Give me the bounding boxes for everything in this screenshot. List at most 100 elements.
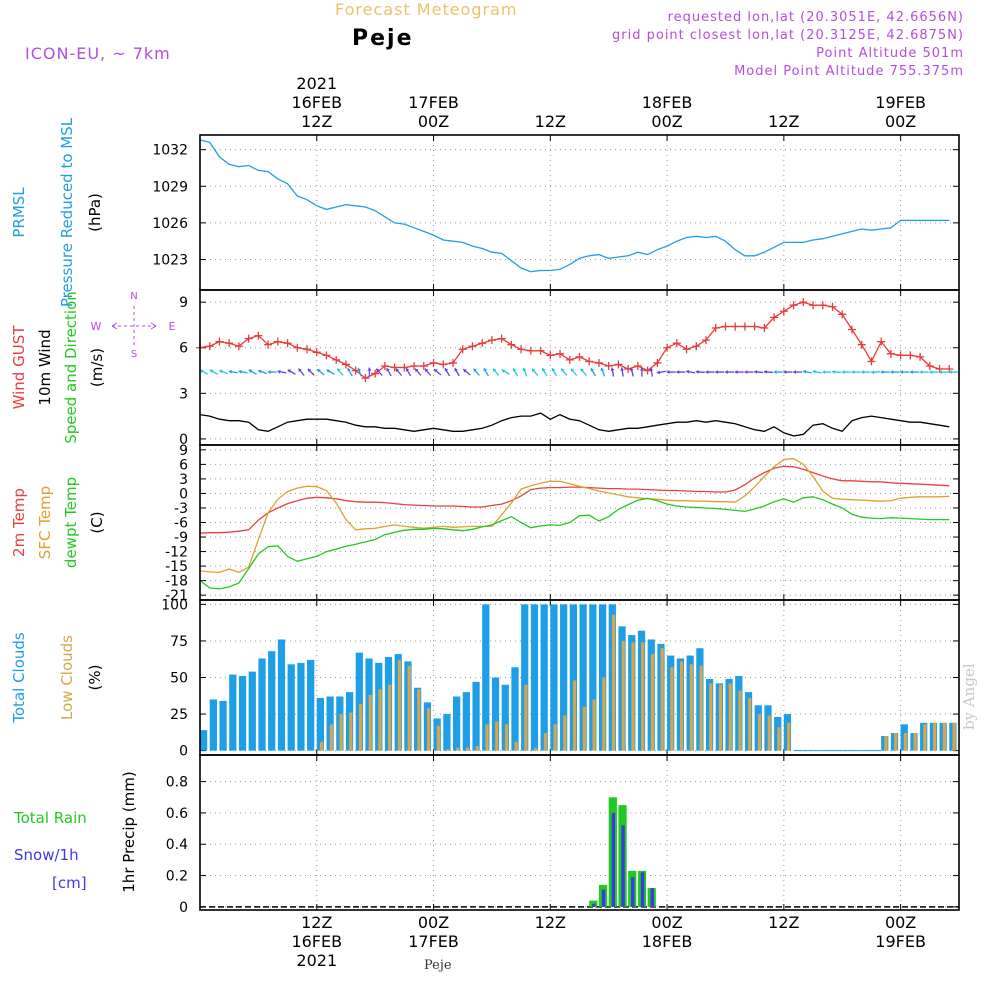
wind-direction-arrow [238,369,248,374]
low-cloud-bar [709,683,713,751]
y-tick-label: 3 [179,386,188,402]
low-cloud-bar [495,721,499,751]
total-cloud-bar [501,684,509,751]
y-tick-label: 0.2 [166,869,188,885]
panel-frame [199,134,960,291]
y-tick-label: 1032 [152,143,188,159]
total-cloud-bar [589,604,597,751]
wind-direction-arrow [802,369,812,374]
gust-marker [341,360,350,369]
low-cloud-bar [738,690,742,751]
snow-bar [611,812,616,907]
wind-arrow-head [298,368,302,373]
time-label-top: 18FEB [642,93,693,112]
gust-marker [838,310,847,319]
total-cloud-bar [521,604,529,751]
wind-direction-arrow [257,369,267,375]
wind-direction-arrow [501,369,510,375]
wind-arrow-head [287,369,292,373]
total-cloud-bar [238,676,247,751]
panel-frame [199,754,960,911]
wind-direction-arrow [560,368,568,376]
low-cloud-bar [446,749,450,751]
wind-direction-arrow [695,369,705,374]
wind-arrow-head [880,370,884,375]
gust-marker [546,351,555,360]
gust-marker [594,358,603,367]
panel-clouds: 0 25 50 75 100 Total Clouds Low Clouds (%) [10,597,960,760]
gust-marker [575,352,584,361]
total-cloud-bar [248,671,256,751]
wind-arrow-head [580,368,584,373]
gust-marker [556,349,565,358]
gust-marker [400,363,409,372]
total-cloud-bar [209,699,217,751]
wind-arrow-head [483,368,488,372]
wind-arrow-head [812,369,816,374]
wind-arrow-head [551,368,556,372]
low-cloud-bar [767,715,771,751]
time-label-bottom: 00Z [651,913,682,932]
low-cloud-bar [339,714,343,751]
time-label-top: 12Z [768,112,799,131]
wind-direction-arrow [248,369,257,375]
wind-direction-arrow [783,370,793,375]
axis-label-line: (C) [88,511,106,533]
low-cloud-bar [397,659,402,751]
time-label-top: 12Z [535,112,566,131]
axis-label-line: SFC Temp [36,486,54,559]
series-line-wind-gust [199,301,950,379]
y-tick-label: 1023 [152,252,188,268]
low-cloud-bar [602,677,606,751]
total-cloud-bar [287,664,295,751]
low-cloud-bar [670,667,674,751]
gust-marker [439,360,448,369]
wind-arrow-head [695,369,699,374]
wind-arrow-head [890,370,894,375]
low-cloud-bar [621,640,625,751]
low-cloud-bar [543,733,547,751]
wind-direction-arrow [939,370,949,375]
snow-bar [631,877,635,907]
wind-arrow-head [783,370,787,375]
wind-direction-arrow [870,370,880,375]
snow-bar [601,889,606,907]
total-cloud-bar [316,697,324,751]
wind-arrow-head [228,369,232,374]
axis-label-line: (hPa) [86,193,104,232]
wind-direction-arrow [522,367,528,377]
gust-marker [906,351,915,360]
gust-marker [371,369,380,378]
total-cloud-bar [355,652,363,751]
total-cloud-bar [462,692,470,751]
y-tick-label: 50 [170,671,188,687]
total-cloud-bar [540,604,548,751]
y-tick-label: 9 [179,295,188,311]
wind-arrow-head [561,368,565,373]
wind-direction-arrow [793,370,803,375]
gust-marker [517,345,526,354]
wind-arrow-head [656,370,661,375]
compass-west: W [91,320,102,333]
gust-marker [799,298,808,307]
time-label-bottom: 12Z [301,913,332,932]
wind-direction-arrow [754,369,764,374]
wind-direction-arrow [705,370,715,375]
wind-direction-arrow [744,370,754,375]
wind-direction-arrow [483,367,490,377]
wind-direction-arrow [831,369,842,374]
wind-arrow-head [512,368,517,372]
wind-direction-arrow [900,370,910,375]
wind-arrow-head [238,369,242,374]
y-tick-label: 1026 [152,216,188,232]
wind-direction-arrow [326,369,335,375]
time-label-bottom: 12Z [768,913,799,932]
wind-arrow-head [841,370,845,375]
total-cloud-bar [307,659,315,751]
wind-direction-arrow [357,367,362,377]
time-label-bottom: 00Z [418,913,449,932]
low-cloud-bar [465,747,470,751]
y-tick-label: 0 [179,486,188,502]
wind-compass: N S E W [91,291,176,360]
wind-direction-arrow [531,368,539,376]
